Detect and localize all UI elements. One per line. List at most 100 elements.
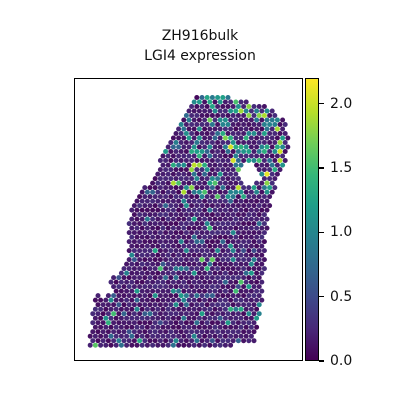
expression-spot — [217, 171, 223, 177]
expression-spot — [191, 180, 197, 186]
expression-spot — [129, 261, 135, 267]
expression-spot — [215, 104, 221, 109]
expression-spot — [248, 108, 254, 114]
expression-spot — [209, 302, 215, 308]
expression-spot — [272, 131, 278, 136]
expression-spot — [215, 338, 221, 344]
expression-spot — [254, 288, 260, 294]
expression-spot — [280, 135, 286, 141]
expression-spot — [131, 257, 137, 263]
expression-spot — [246, 113, 252, 118]
expression-spot — [215, 167, 221, 173]
expression-spot — [194, 194, 200, 200]
expression-spot — [176, 342, 182, 348]
expression-spot — [259, 225, 265, 231]
expression-spot — [220, 221, 226, 227]
expression-spot — [204, 284, 210, 290]
expression-spot — [189, 122, 195, 127]
expression-spot — [160, 198, 166, 204]
expression-spot — [163, 248, 169, 254]
expression-spot — [207, 207, 213, 213]
expression-spot — [113, 297, 119, 303]
expression-spot — [139, 261, 145, 267]
expression-spot — [189, 293, 195, 299]
expression-spot — [181, 162, 187, 168]
expression-spot — [137, 194, 143, 200]
expression-spot — [165, 270, 171, 276]
expression-spot — [222, 297, 228, 303]
expression-spot — [116, 284, 122, 290]
expression-spot — [225, 194, 231, 200]
expression-spot — [209, 194, 215, 200]
expression-spot — [131, 221, 137, 227]
expression-spot — [150, 324, 156, 330]
expression-spot — [220, 302, 226, 308]
expression-spot — [233, 126, 239, 132]
expression-spot — [207, 162, 213, 168]
expression-spot — [131, 275, 137, 281]
expression-spot — [142, 266, 148, 272]
expression-spot — [235, 257, 241, 263]
expression-spot — [246, 338, 252, 344]
expression-spot — [160, 342, 166, 348]
expression-spot — [196, 270, 202, 276]
expression-spot — [220, 275, 226, 281]
expression-spot — [126, 275, 132, 281]
expression-spot — [191, 171, 197, 177]
expression-spot — [163, 302, 169, 308]
expression-spot — [215, 239, 221, 245]
expression-spot — [157, 158, 163, 163]
expression-spot — [212, 342, 218, 348]
expression-spot — [212, 198, 218, 204]
expression-spot — [259, 270, 265, 276]
colorbar-tick-label: 0.0 — [330, 353, 353, 369]
expression-spot — [199, 212, 205, 218]
expression-spot — [147, 239, 153, 245]
expression-spot — [243, 279, 249, 285]
expression-spot — [238, 216, 244, 222]
expression-spot — [191, 279, 197, 285]
expression-spot — [129, 207, 135, 213]
expression-spot — [243, 225, 249, 231]
expression-spot — [261, 239, 267, 245]
expression-spot — [160, 243, 166, 249]
expression-spot — [142, 239, 148, 245]
expression-spot — [113, 324, 119, 330]
expression-spot — [217, 243, 223, 249]
expression-spot — [186, 180, 192, 186]
expression-spot — [189, 131, 195, 136]
expression-spot — [202, 270, 208, 276]
expression-spot — [98, 297, 104, 303]
expression-spot — [272, 176, 278, 182]
expression-spot — [111, 284, 117, 290]
expression-spot — [178, 257, 184, 263]
expression-spot — [204, 104, 210, 109]
expression-spot — [228, 324, 234, 330]
expression-spot — [160, 270, 166, 276]
expression-spot — [222, 243, 228, 249]
expression-spot — [235, 275, 241, 281]
expression-spot — [168, 266, 174, 272]
expression-spot — [98, 306, 104, 312]
expression-spot — [259, 216, 265, 222]
expression-spot — [186, 252, 192, 258]
expression-spot — [194, 158, 200, 163]
expression-spot — [243, 99, 249, 105]
expression-spot — [157, 167, 163, 173]
expression-spot — [152, 275, 158, 281]
expression-spot — [220, 311, 226, 317]
expression-spot — [183, 158, 189, 163]
expression-spot — [189, 266, 195, 272]
expression-spot — [235, 329, 241, 335]
expression-spot — [246, 257, 252, 263]
expression-spot — [233, 216, 239, 222]
expression-spot — [183, 149, 189, 154]
expression-spot — [178, 239, 184, 245]
expression-spot — [118, 288, 124, 294]
expression-spot — [170, 189, 176, 195]
expression-spot — [233, 234, 239, 240]
expression-spot — [228, 171, 234, 177]
expression-spot — [191, 270, 197, 276]
expression-spot — [209, 176, 215, 182]
expression-spot — [241, 293, 247, 299]
